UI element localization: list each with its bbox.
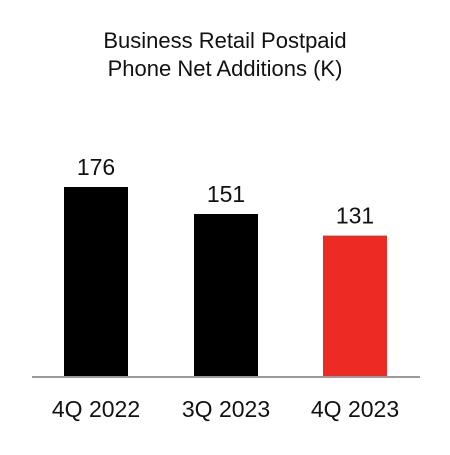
chart-title-line-1: Business Retail Postpaid (103, 28, 347, 53)
data-label-1: 176 (77, 154, 115, 180)
bar-1 (64, 187, 128, 377)
bar-3 (323, 235, 387, 377)
x-tick-label-3: 4Q 2023 (311, 396, 399, 422)
data-label-3: 131 (336, 203, 374, 229)
bar-2 (194, 213, 258, 377)
data-label-2: 151 (207, 181, 245, 207)
chart-title-line-2: Phone Net Additions (K) (107, 56, 343, 81)
x-tick-label-2: 3Q 2023 (182, 396, 270, 422)
x-tick-label-1: 4Q 2022 (52, 396, 140, 422)
